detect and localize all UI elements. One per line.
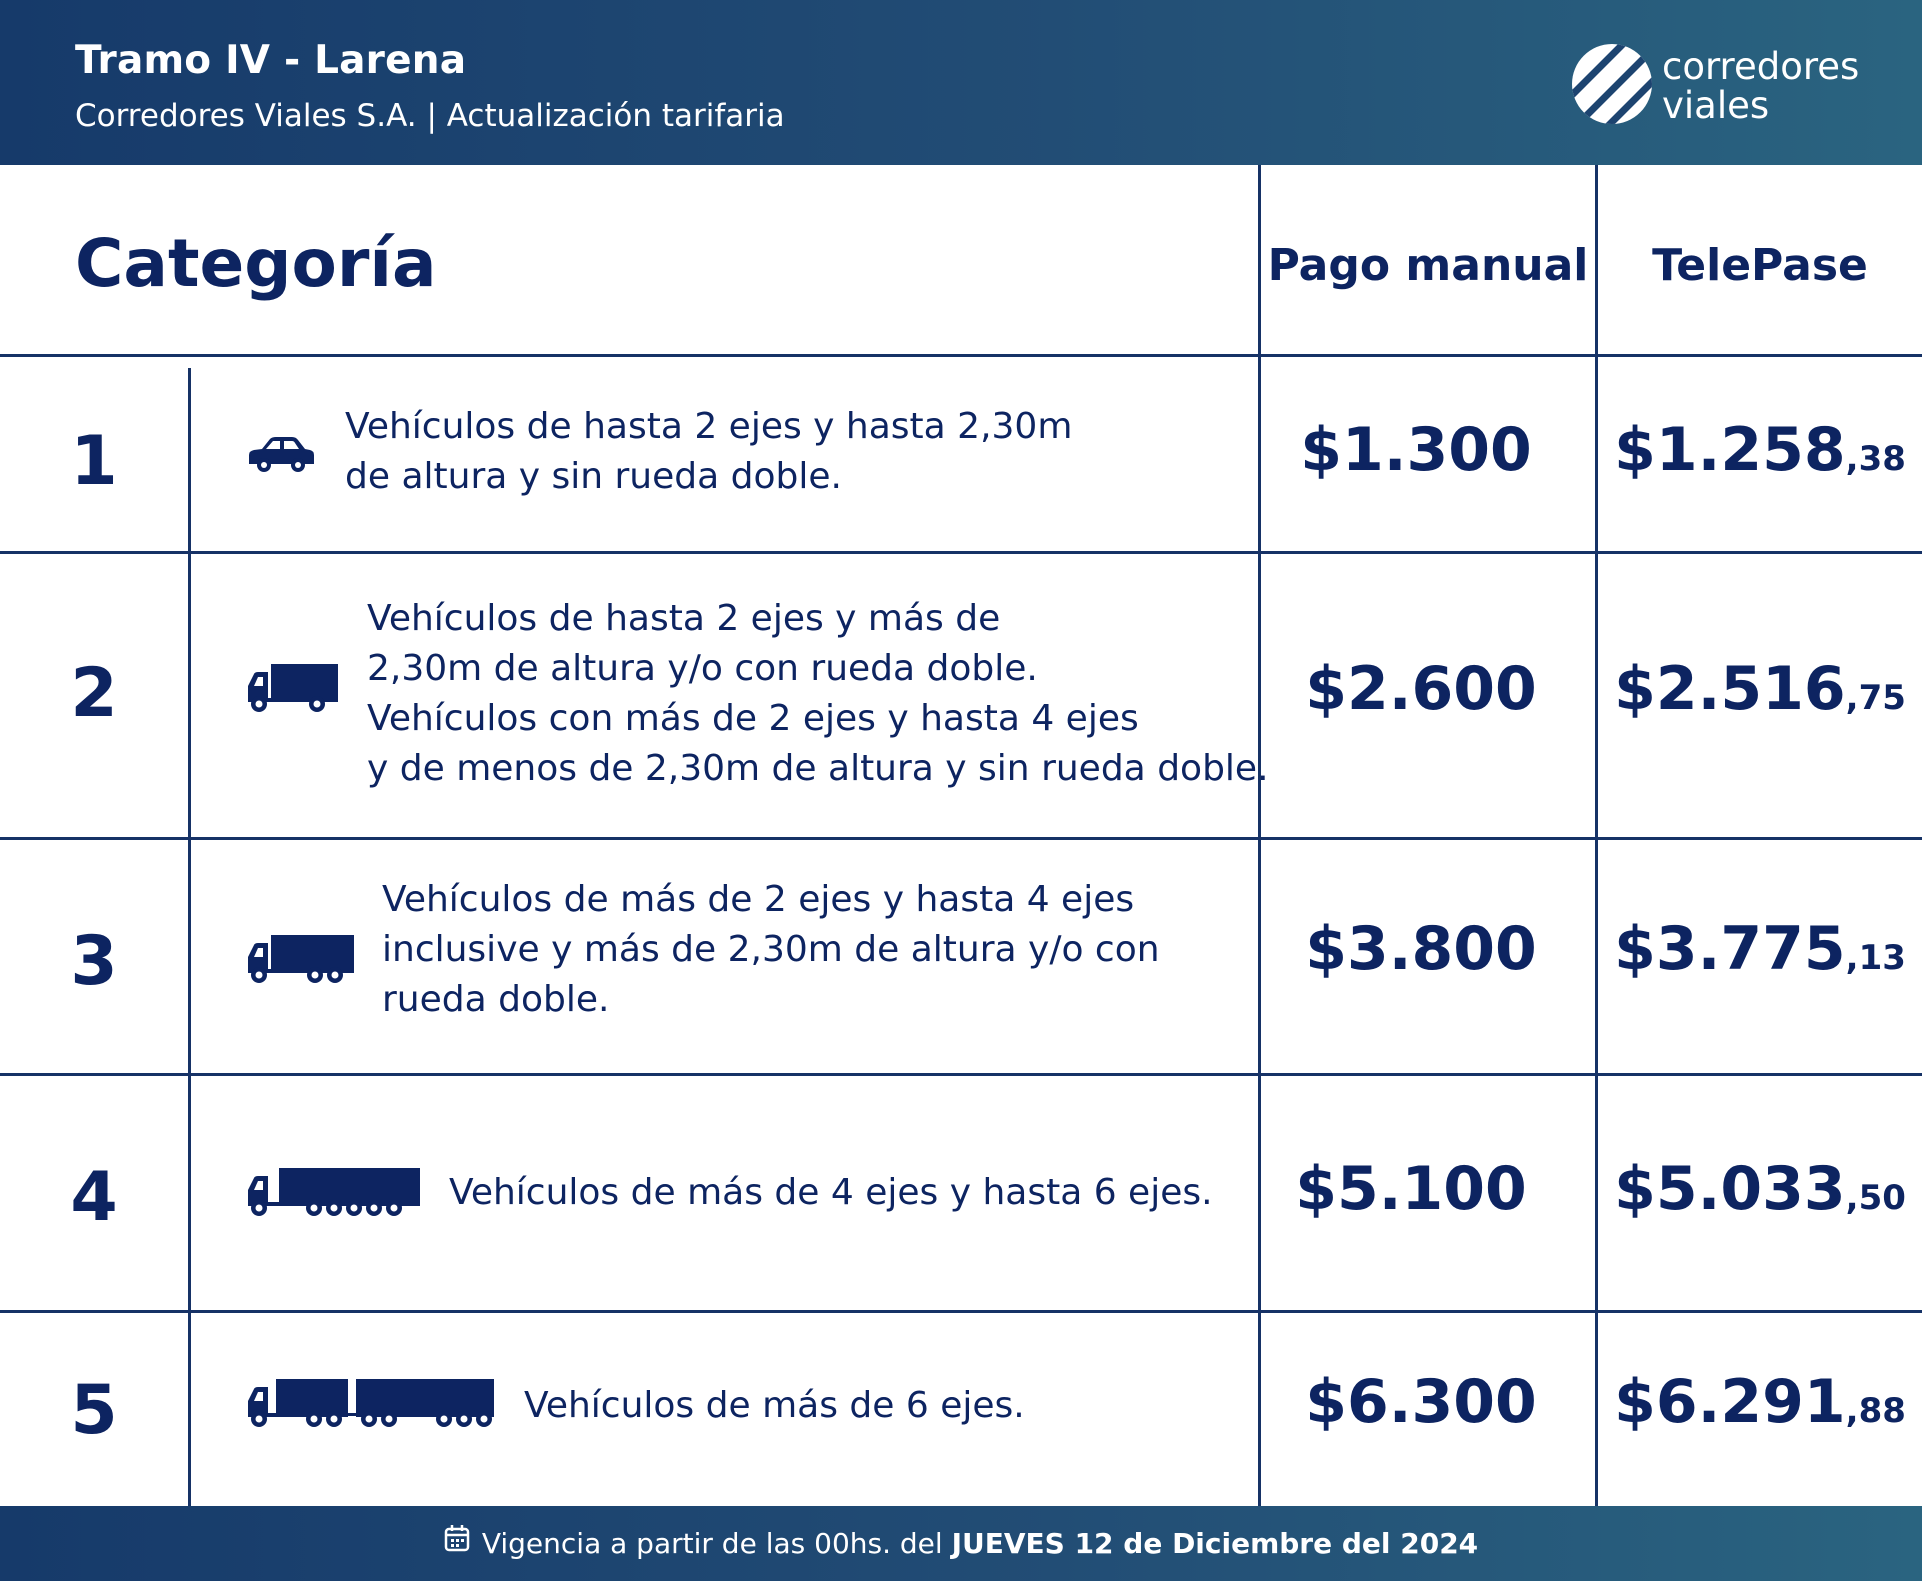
category-description: Vehículos de más de 6 ejes. [524,1381,1025,1431]
description-line: inclusive y más de 2,30m de altura y/o c… [382,929,1160,970]
telepase-price-value: $1.258 [1614,415,1846,485]
logo-text-line2: viales [1662,84,1770,127]
telepase-price-cents: ,50 [1845,1178,1906,1218]
manual-price-value: $5.100 [1295,1154,1527,1224]
header-banner: Tramo IV - Larena Corredores Viales S.A.… [0,0,1922,165]
table-row: 2 Vehículos de hasta 2 ejes y más de 2,3… [0,554,1922,837]
table-row: 1 Vehículos de hasta 2 ejes y hasta 2,30… [0,357,1922,551]
header-manual-payment: Pago manual [1267,240,1589,291]
category-number: 5 [70,1371,118,1450]
telepase-price: $6.291,88 [1598,1367,1922,1437]
description-line: Vehículos de hasta 2 ejes y hasta 2,30m [345,406,1073,447]
telepase-price: $5.033,50 [1598,1154,1922,1224]
telepase-price: $1.258,38 [1598,415,1922,485]
manual-price: $5.100 [1261,1154,1561,1224]
footer-date: JUEVES 12 de Diciembre del 2024 [951,1527,1479,1560]
category-description: Vehículos de hasta 2 ejes y más de 2,30m… [367,594,1269,794]
telepase-price-cents: ,38 [1845,439,1906,479]
description-line: Vehículos de hasta 2 ejes y más de [367,598,1001,639]
manual-price: $6.300 [1261,1367,1581,1437]
telepase-price-value: $3.775 [1614,914,1846,984]
column-divider [188,368,191,1506]
row-divider [0,354,1922,357]
telepase-price-value: $6.291 [1614,1367,1846,1437]
table-row: 4 Vehículos de más de 4 ejes y hasta 6 e… [0,1076,1922,1310]
semi-truck-icon [246,1168,422,1222]
manual-price: $2.600 [1261,654,1581,724]
tariff-table: Categoría Pago manual TelePase 1 Vehícul… [0,165,1922,1506]
manual-price-value: $1.300 [1300,415,1532,485]
telepase-price-value: $5.033 [1614,1154,1846,1224]
footer-banner: Vigencia a partir de las 00hs. del JUEVE… [0,1506,1922,1581]
column-divider [1595,165,1598,1506]
telepase-price-cents: ,88 [1845,1391,1906,1431]
category-number: 3 [70,922,118,1001]
logo-mark-icon [1572,44,1652,124]
telepase-price: $2.516,75 [1598,654,1922,724]
row-divider [0,1310,1922,1313]
manual-price: $1.300 [1261,415,1571,485]
manual-price-value: $2.600 [1305,654,1537,724]
manual-price: $3.800 [1261,914,1581,984]
description-line: Vehículos de más de 6 ejes. [524,1385,1025,1426]
description-line: y de menos de 2,30m de altura y sin rued… [367,748,1269,789]
description-line: Vehículos con más de 2 ejes y hasta 4 ej… [367,698,1139,739]
table-row: 5 [0,1313,1922,1506]
footer-text: Vigencia a partir de las 00hs. del [481,1527,952,1560]
description-line: Vehículos de más de 4 ejes y hasta 6 eje… [449,1172,1213,1213]
manual-price-value: $3.800 [1305,914,1537,984]
category-description: Vehículos de hasta 2 ejes y hasta 2,30m … [345,402,1072,502]
page-subtitle: Corredores Viales S.A. | Actualización t… [75,98,785,134]
row-divider [0,1073,1922,1076]
truck-icon [246,935,356,989]
row-divider [0,837,1922,840]
description-line: Vehículos de más de 2 ejes y hasta 4 eje… [382,879,1135,920]
truck-trailer-icon [246,1379,496,1433]
category-number: 4 [70,1158,118,1237]
logo-text: corredores viales [1662,47,1859,125]
manual-price-value: $6.300 [1305,1367,1537,1437]
description-line: de altura y sin rueda doble. [345,456,842,497]
logo-text-line1: corredores [1662,45,1860,88]
category-description: Vehículos de más de 2 ejes y hasta 4 eje… [382,875,1160,1025]
corredores-viales-logo: corredores viales [1570,42,1870,126]
description-line: 2,30m de altura y/o con rueda doble. [367,648,1038,689]
description-line: rueda doble. [382,979,610,1020]
telepase-price-cents: ,13 [1845,938,1906,978]
small-truck-icon [246,664,340,718]
header-telepase: TelePase [1652,240,1868,291]
telepase-price: $3.775,13 [1598,914,1922,984]
header-category: Categoría [75,225,437,302]
column-divider [1258,165,1261,1506]
row-divider [0,551,1922,554]
telepase-price-cents: ,75 [1845,678,1906,718]
page-title: Tramo IV - Larena [75,38,467,83]
car-icon [246,434,316,478]
category-number: 2 [70,654,118,733]
telepase-price-value: $2.516 [1614,654,1846,724]
category-number: 1 [70,422,118,501]
calendar-icon [444,1505,470,1580]
category-description: Vehículos de más de 4 ejes y hasta 6 eje… [449,1168,1213,1218]
table-row: 3 Vehículos de más de 2 ejes y hasta 4 e… [0,840,1922,1073]
